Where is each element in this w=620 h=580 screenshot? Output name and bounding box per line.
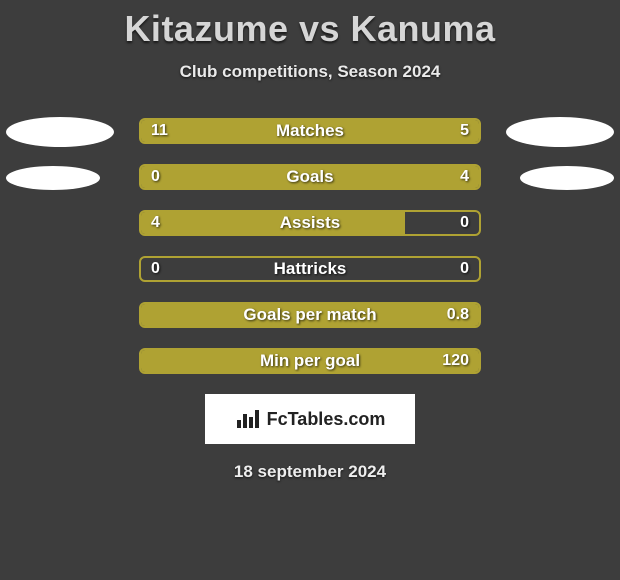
page-subtitle: Club competitions, Season 2024: [0, 62, 620, 82]
stat-row: Assists40: [0, 210, 620, 238]
bar-track: Matches115: [139, 118, 481, 144]
bar-left: [141, 120, 371, 142]
stat-label: Hattricks: [141, 259, 479, 279]
stat-row: Matches115: [0, 118, 620, 146]
date-label: 18 september 2024: [0, 462, 620, 482]
stat-value-right: 0: [460, 214, 469, 232]
bar-right: [371, 120, 479, 142]
page-title: Kitazume vs Kanuma: [0, 0, 620, 50]
player-ellipse-left: [6, 166, 100, 190]
bar-left: [141, 304, 479, 326]
bar-track: Goals per match0.8: [139, 302, 481, 328]
stat-row: Min per goal120: [0, 348, 620, 376]
stat-value-right: 0: [460, 260, 469, 278]
bar-track: Min per goal120: [139, 348, 481, 374]
player-ellipse-right: [520, 166, 614, 190]
comparison-chart: Matches115Goals04Assists40Hattricks00Goa…: [0, 118, 620, 376]
chart-icon: [235, 408, 261, 430]
branding-text: FcTables.com: [267, 409, 386, 430]
player-ellipse-left: [6, 117, 114, 147]
stat-value-left: 0: [151, 260, 160, 278]
bar-left: [141, 166, 202, 188]
bar-track: Assists40: [139, 210, 481, 236]
bar-track: Goals04: [139, 164, 481, 190]
bar-track: Hattricks0 0: [139, 256, 481, 282]
bar-left: [141, 212, 405, 234]
branding-badge: FcTables.com: [205, 394, 415, 444]
stat-row: Goals04: [0, 164, 620, 192]
stat-row: Goals per match0.8: [0, 302, 620, 330]
player-ellipse-right: [506, 117, 614, 147]
stat-row: Hattricks0 0: [0, 256, 620, 284]
bar-right: [202, 166, 479, 188]
bar-left: [141, 350, 479, 372]
